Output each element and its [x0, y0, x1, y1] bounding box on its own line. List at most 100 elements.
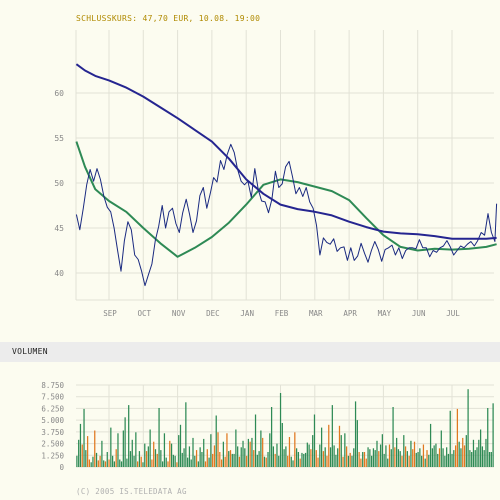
volume-y-tick-label: 5.000	[41, 416, 64, 425]
volume-bar	[212, 453, 214, 467]
volume-bar	[394, 447, 396, 467]
volume-bar	[458, 441, 460, 467]
volume-bar	[340, 435, 342, 467]
price-x-month-label: JAN	[240, 309, 254, 318]
volume-bar	[342, 456, 344, 467]
volume-bar	[360, 458, 362, 467]
volume-bar	[106, 452, 108, 467]
volume-bar	[76, 455, 78, 467]
volume-bar	[333, 445, 335, 467]
volume-y-tick-label: 3.750	[41, 428, 64, 437]
volume-bar	[462, 437, 464, 467]
copyright-notice: (C) 2005 IS.TELEDATA AG	[76, 487, 187, 496]
volume-bar	[204, 461, 207, 467]
volume-bar	[440, 430, 442, 467]
volume-bar	[431, 448, 433, 467]
volume-bar	[126, 458, 128, 467]
volume-bar	[233, 453, 235, 467]
volume-y-tick-label: 1.250	[41, 451, 64, 460]
price-series-line-moving-average-short	[75, 141, 497, 258]
volume-bar	[446, 447, 448, 467]
volume-bar	[142, 462, 144, 467]
volume-bar	[346, 446, 348, 467]
volume-caption: VOLUMEN	[12, 347, 48, 356]
volume-bar	[149, 429, 151, 467]
volume-bar	[249, 441, 251, 467]
volume-bar	[137, 461, 139, 467]
price-series-group	[75, 63, 498, 287]
volume-bar	[392, 407, 394, 467]
volume-bar	[299, 458, 301, 467]
volume-bar	[294, 432, 296, 467]
volume-bar	[178, 435, 180, 467]
volume-bar	[147, 446, 149, 467]
volume-bar	[151, 459, 153, 467]
volume-bar	[447, 453, 450, 467]
volume-bar	[260, 430, 262, 467]
volume-bar	[426, 450, 428, 467]
price-x-month-label: OCT	[138, 309, 152, 318]
volume-bar	[169, 440, 171, 467]
volume-bar	[244, 448, 246, 467]
volume-bar	[158, 408, 160, 467]
volume-bar	[363, 452, 366, 467]
volume-bar	[358, 452, 360, 467]
volume-bar	[283, 449, 285, 467]
volume-bar	[167, 461, 169, 467]
volume-bar	[322, 451, 325, 467]
volume-bar	[176, 462, 178, 467]
volume-bar	[128, 405, 130, 467]
volume-bar	[308, 444, 310, 467]
volume-bar	[181, 452, 183, 467]
price-y-tick-label: 60	[54, 89, 64, 98]
volume-bar	[312, 435, 314, 467]
volume-bar	[367, 447, 369, 467]
volume-bar	[242, 440, 244, 467]
volume-bar	[421, 455, 423, 467]
volume-bar	[229, 450, 232, 467]
volume-bar	[210, 434, 212, 467]
volume-bar	[403, 435, 405, 467]
volume-bar	[228, 451, 230, 467]
price-x-month-label: APR	[343, 309, 357, 318]
volume-bar	[479, 429, 482, 467]
volume-bar	[206, 449, 208, 467]
volume-bar	[371, 455, 373, 467]
volume-bar	[408, 455, 410, 467]
volume-bar	[303, 453, 305, 467]
volume-bar	[278, 455, 280, 467]
volume-bar	[399, 451, 401, 467]
volume-bar	[276, 443, 278, 467]
volume-bar	[263, 456, 266, 467]
volume-bar	[101, 440, 103, 467]
volume-bar	[401, 455, 403, 467]
volume-bar	[201, 452, 203, 467]
volume-bar	[92, 456, 94, 467]
volume-bar	[219, 452, 221, 467]
volume-bar	[113, 461, 116, 467]
price-series-line-price	[75, 143, 498, 287]
volume-y-tick-label: 6.250	[41, 404, 64, 413]
volume-bar	[376, 440, 378, 467]
volume-bar	[110, 427, 112, 467]
volume-bar	[133, 455, 135, 467]
volume-bar	[99, 455, 101, 467]
volume-bar	[410, 440, 412, 467]
volume-bar	[295, 448, 298, 467]
volume-bar	[162, 461, 164, 467]
volume-bar	[103, 460, 105, 467]
volume-bar	[313, 414, 316, 467]
volume-bar	[304, 452, 307, 467]
volume-bar	[163, 433, 166, 467]
volume-bar	[481, 446, 484, 467]
volume-bar	[490, 452, 492, 467]
volume-bar	[353, 448, 355, 467]
volume-bar	[354, 401, 357, 467]
volume-bar	[145, 451, 148, 467]
volume-bar	[463, 445, 466, 467]
volume-bar	[292, 460, 294, 467]
volume-bar	[220, 459, 223, 467]
volume-bar	[165, 457, 167, 467]
volume-bar	[387, 458, 389, 467]
